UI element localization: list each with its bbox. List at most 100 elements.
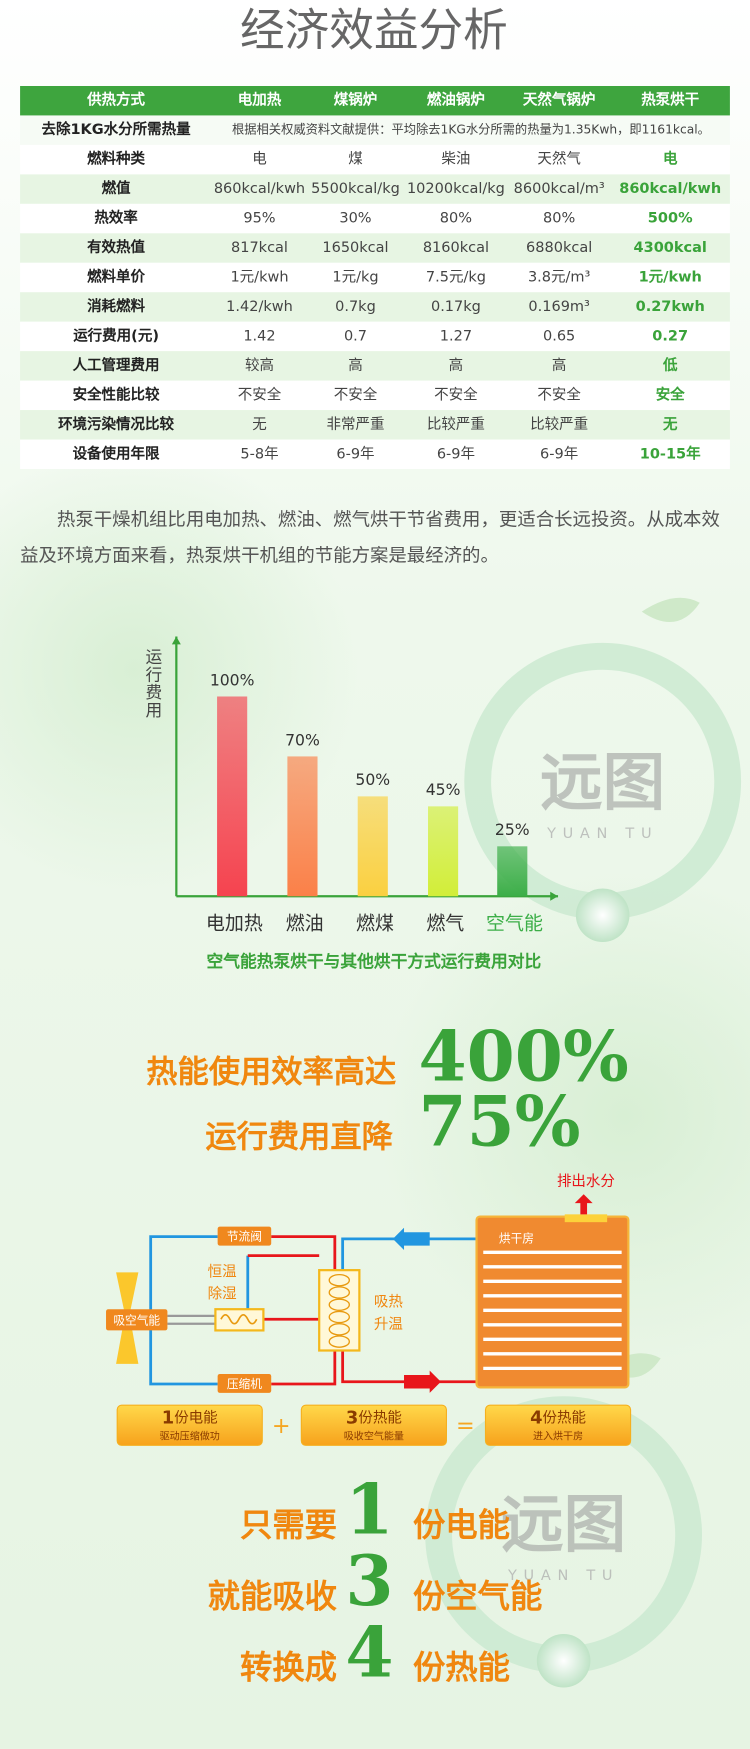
table-cell: 柴油 [441,151,470,168]
table-cell: 比较严重 [530,415,588,433]
table-cell: 4300kcal [634,240,707,256]
table-header-cell: 热泵烘干 [641,91,699,109]
paragraph: 热泵干燥机组比用电加热、燃油、燃气烘干节省费用，更适合长远投资。从成本效益及环境… [20,508,720,566]
flow-arrow [404,1370,441,1393]
operator: = [456,1413,475,1439]
value-label: 25% [495,821,530,839]
bar [217,696,248,897]
table-row-bg [20,144,730,175]
table-row-bg [20,321,730,352]
heat-absorb-label: 吸热 [374,1294,403,1311]
x-tick-label: 空气能 [486,913,543,935]
table-cell: 5-8年 [240,445,278,462]
flow-arrow [392,1227,430,1251]
page-title: 经济效益分析 [240,5,508,57]
watermark-sub: YUAN TU [507,1568,619,1584]
table-cell: 0.27 [652,328,688,344]
coil [220,1313,258,1325]
table-cell: 80% [440,211,472,227]
table-cell: 860kcal/kwh [214,181,305,197]
table-cell: 设备使用年限 [73,444,160,462]
bar [357,796,388,897]
highlight-value: 75% [419,1081,581,1162]
table-row-bg [20,380,730,411]
value-label: 50% [355,771,390,789]
table-cell: 1元/kwh [639,269,702,286]
highlight-label: 运行费用直降 [205,1119,393,1155]
table-cell: 500% [648,211,693,227]
summary-post: 份热能 [413,1649,510,1687]
exhaust-arrow [574,1194,593,1215]
table-cell: 有效热值 [87,238,145,256]
y-axis-arrow [171,636,181,645]
energy-unit: 份热能 [358,1410,402,1427]
table-cell: 高 [449,357,464,374]
table-cell: 0.169m³ [528,299,590,315]
table-cell: 0.65 [543,328,575,344]
paragraph-box: 热泵干燥机组比用电加热、燃油、燃气烘干节省费用，更适合长远投资。从成本效益及环境… [20,508,720,566]
deco-leaf [641,597,700,623]
energy-title: 4份热能 [530,1408,586,1429]
condenser-coil [328,1273,350,1287]
table-cell: 无 [252,417,267,433]
dehumidify-label: 恒温 [208,1263,237,1280]
table-cell: 80% [543,211,575,227]
summary-num: 1 [345,1470,393,1551]
table-cell: 6-9年 [336,445,374,462]
pipe [271,1350,337,1386]
table-cell: 5500kcal/kg [311,181,400,197]
table-cell: 0.7kg [335,299,376,315]
watermark: 远图 [501,1488,626,1561]
bar [428,806,459,897]
table-cell: 高 [552,357,567,374]
table-cell: 非常严重 [326,416,384,433]
pipe [271,1235,337,1271]
x-axis-arrow [550,891,559,901]
bar [287,756,318,897]
condenser-coil [328,1298,350,1311]
table-header-bg [20,85,730,116]
table-row-bg [20,351,730,381]
table-cell: 7.5元/kg [426,270,486,286]
exhaust-label: 排出水分 [557,1173,615,1190]
table-cell: 煤 [348,151,363,168]
drying-room [475,1215,630,1389]
table-cell: 低 [662,356,678,374]
operator: + [272,1413,291,1439]
energy-box [116,1404,263,1446]
watermark: 远图 [540,746,665,819]
table-row-bg [20,115,730,145]
energy-title: 3份热能 [346,1408,402,1429]
energy-box [300,1404,447,1446]
table-cell: 天然气 [537,151,580,168]
table-cell: 消耗燃料 [87,297,145,315]
table-cell: 环境污染情况比较 [58,415,174,433]
bar [497,846,528,897]
table-cell: 不安全 [434,385,478,403]
table-cell: 8160kcal [423,240,489,256]
summary-num: 4 [345,1613,393,1694]
table-cell: 较高 [245,356,274,374]
table-cell: 3.8元/m³ [528,270,591,286]
table-row-bg [20,292,730,322]
table-cell: 安全 [656,385,685,403]
compressor-label: 压缩机 [227,1377,262,1391]
bg-blob [0,446,358,893]
table-header-cell: 供热方式 [86,91,145,109]
condenser-coil [328,1323,350,1336]
energy-desc: 吸收空气能量 [344,1429,404,1442]
table-cell: 10200kcal/kg [407,181,505,197]
table-cell: 电 [252,151,267,168]
table-cell: 95% [243,211,275,227]
summary-pre: 转换成 [240,1649,337,1687]
table-cell: 燃料种类 [87,150,145,168]
summary-num: 3 [345,1541,393,1622]
table-note: 根据相关权威资料文献提供：平均除去1KG水分所需的热量为1.35Kwh，即116… [232,122,710,137]
chart-caption: 空气能热泵烘干与其他烘干方式运行费用对比 [207,951,542,971]
table-header-cell: 天然气锅炉 [523,91,595,109]
room-label: 烘干房 [499,1231,534,1245]
x-tick-label: 电加热 [206,913,263,935]
summary-post: 份空气能 [413,1577,542,1615]
table-cell: 1.27 [440,328,472,344]
